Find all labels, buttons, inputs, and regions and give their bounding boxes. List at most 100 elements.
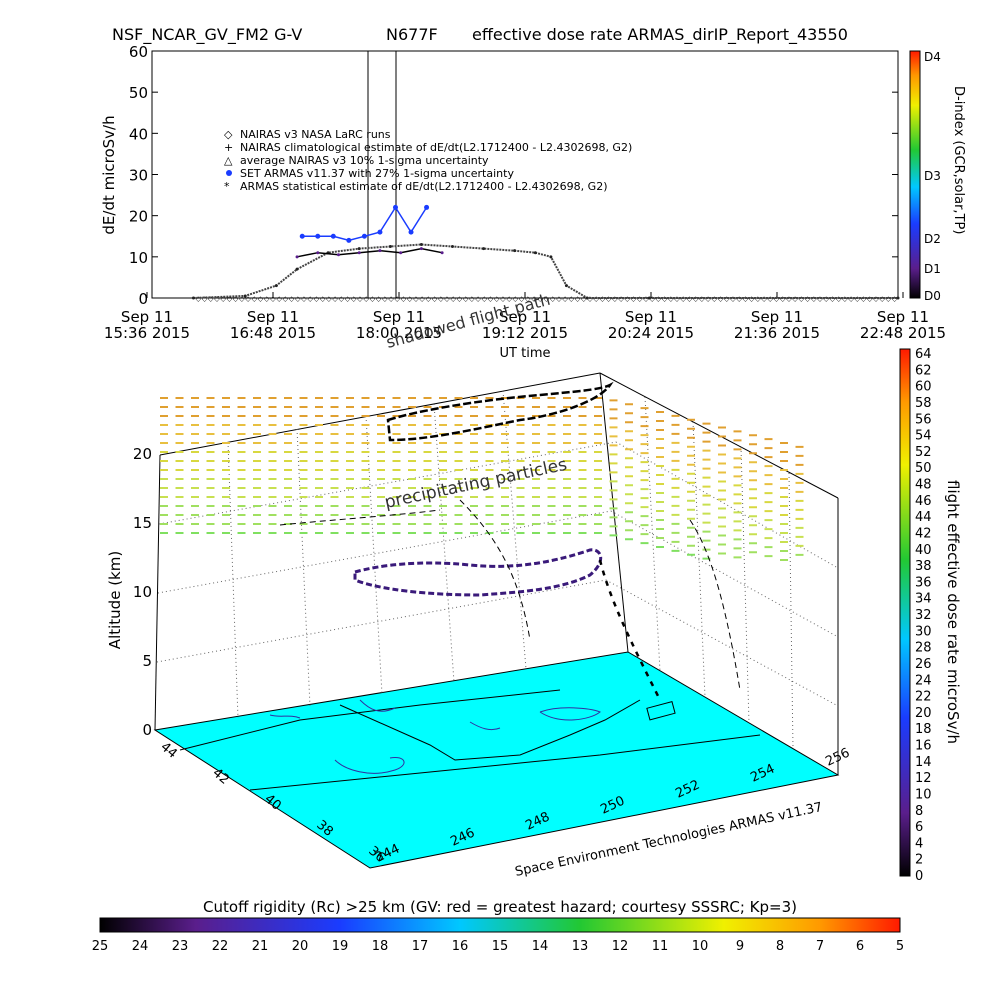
box-edge: [599, 372, 629, 653]
dose-colorbar-tick: 16: [915, 739, 932, 754]
dose-colorbar-tick: 36: [915, 575, 932, 590]
top-legend: ◇ NAIRAS v3 NASA LaRC runs + NAIRAS clim…: [224, 128, 632, 193]
series-point: [357, 247, 361, 251]
dose-colorbar-tick: 28: [915, 641, 932, 656]
nairas-point: ◇: [363, 295, 369, 303]
nairas-point: ◇: [500, 295, 506, 303]
nairas-point: ◇: [283, 295, 289, 303]
nairas-point: ◇: [432, 295, 438, 303]
altitude-tick: 5: [142, 652, 152, 670]
nairas-point: ◇: [873, 295, 879, 303]
dose-colorbar-tick: 2: [915, 853, 923, 868]
cutoff-tick: 25: [92, 939, 109, 954]
nairas-point: ◇: [320, 295, 326, 303]
nairas-point: ◇: [301, 295, 307, 303]
cutoff-tick: 22: [212, 939, 229, 954]
y-tick-label: 40: [129, 125, 148, 143]
nairas-point: ◇: [525, 295, 531, 303]
series-point: [378, 249, 382, 253]
x-tick-label: 18:00 2015: [356, 324, 442, 342]
grid-line: [157, 510, 612, 594]
x-tick-label: 20:24 2015: [608, 324, 694, 342]
dose-colorbar-tick: 44: [915, 510, 932, 525]
flight-path-low: [353, 548, 603, 597]
nairas-point: ◇: [308, 295, 314, 303]
cutoff-tick: 8: [776, 939, 784, 954]
x-tick-label: Sep 11: [751, 308, 803, 326]
series-point: [440, 251, 444, 255]
series-point: [450, 245, 454, 249]
nairas-point: ◇: [444, 295, 450, 303]
series-point: [585, 296, 589, 300]
grid-line: [502, 390, 527, 670]
nairas-point: ◇: [544, 295, 550, 303]
dose-colorbar-label: flight effective dose rate microSv/h: [944, 480, 962, 744]
series-point: [419, 247, 423, 251]
dose-colorbar-tick: 8: [915, 804, 923, 819]
top-xlabel: UT time: [500, 346, 551, 361]
legend-entry-5: ARMAS statistical estimate of dE/dt(L2.1…: [240, 180, 607, 193]
x-tick-label: Sep 11: [247, 308, 299, 326]
series-point: [549, 255, 553, 259]
nairas-point: ◇: [475, 295, 481, 303]
nairas-point: ◇: [264, 295, 270, 303]
dose-colorbar-tick: 12: [915, 771, 932, 786]
dose-colorbar: [899, 348, 911, 877]
dose-colorbar-tick: 0: [915, 869, 923, 884]
y-tick-label: 0: [138, 290, 148, 308]
ground-track: [249, 734, 761, 791]
nairas-point: ◇: [388, 295, 394, 303]
nairas-point: ◇: [395, 295, 401, 303]
dose-colorbar-tick: 62: [915, 363, 932, 378]
dose-colorbar-tick: 50: [915, 461, 932, 476]
armas-point: [392, 204, 398, 210]
nairas-point: ◇: [220, 295, 226, 303]
y-tick-label: 10: [129, 249, 148, 267]
cutoff-tick: 10: [692, 939, 709, 954]
armas-point: [408, 229, 414, 235]
nairas-point: ◇: [581, 295, 587, 303]
nairas-point: ◇: [258, 295, 264, 303]
nairas-point: ◇: [438, 295, 444, 303]
series-point: [896, 296, 900, 300]
altitude-tick: 15: [133, 514, 152, 532]
legend-entry-1: NAIRAS v3 NASA LaRC runs: [240, 128, 391, 141]
dose-colorbar-tick: 46: [915, 494, 932, 509]
nairas-point: ◇: [631, 295, 637, 303]
x-tick-label: Sep 11: [877, 308, 929, 326]
nairas-point: ◇: [376, 295, 382, 303]
legend-symbol-3: △: [224, 154, 233, 167]
dose-colorbar-tick: 56: [915, 412, 932, 427]
armas-point: [315, 233, 321, 239]
nairas-point: ◇: [718, 295, 724, 303]
nairas-point: ◇: [618, 295, 624, 303]
title-right: effective dose rate ARMAS_dirIP_Report_4…: [472, 25, 848, 45]
cutoff-tick: 15: [492, 939, 509, 954]
ground-track: [179, 689, 561, 751]
nairas-point: ◇: [370, 295, 376, 303]
x-tick-label: 22:48 2015: [860, 324, 946, 342]
grid-line: [615, 441, 839, 569]
dose-colorbar-tick: 60: [915, 380, 932, 395]
series-point: [388, 245, 392, 249]
ground-track: [339, 699, 641, 761]
nairas-point: ◇: [637, 295, 643, 303]
nairas-point: ◇: [332, 295, 338, 303]
nairas-point: ◇: [407, 295, 413, 303]
dose-colorbar-tick: 30: [915, 624, 932, 639]
series-point: [357, 251, 361, 255]
nairas-point: ◇: [196, 295, 202, 303]
y-tick-label: 50: [129, 84, 148, 102]
nairas-point: ◇: [786, 295, 792, 303]
series-point: [191, 296, 195, 300]
cutoff-tick: 21: [252, 939, 269, 954]
grid-line: [605, 579, 839, 707]
dose-colorbar-tick: 40: [915, 543, 932, 558]
nairas-point: ◇: [252, 295, 258, 303]
nairas-point: ◇: [867, 295, 873, 303]
cutoff-tick: 18: [372, 939, 389, 954]
nairas-point: ◇: [382, 295, 388, 303]
cutoff-tick: 24: [132, 939, 149, 954]
cutoff-tick: 6: [856, 939, 864, 954]
nairas-point: ◇: [208, 295, 214, 303]
